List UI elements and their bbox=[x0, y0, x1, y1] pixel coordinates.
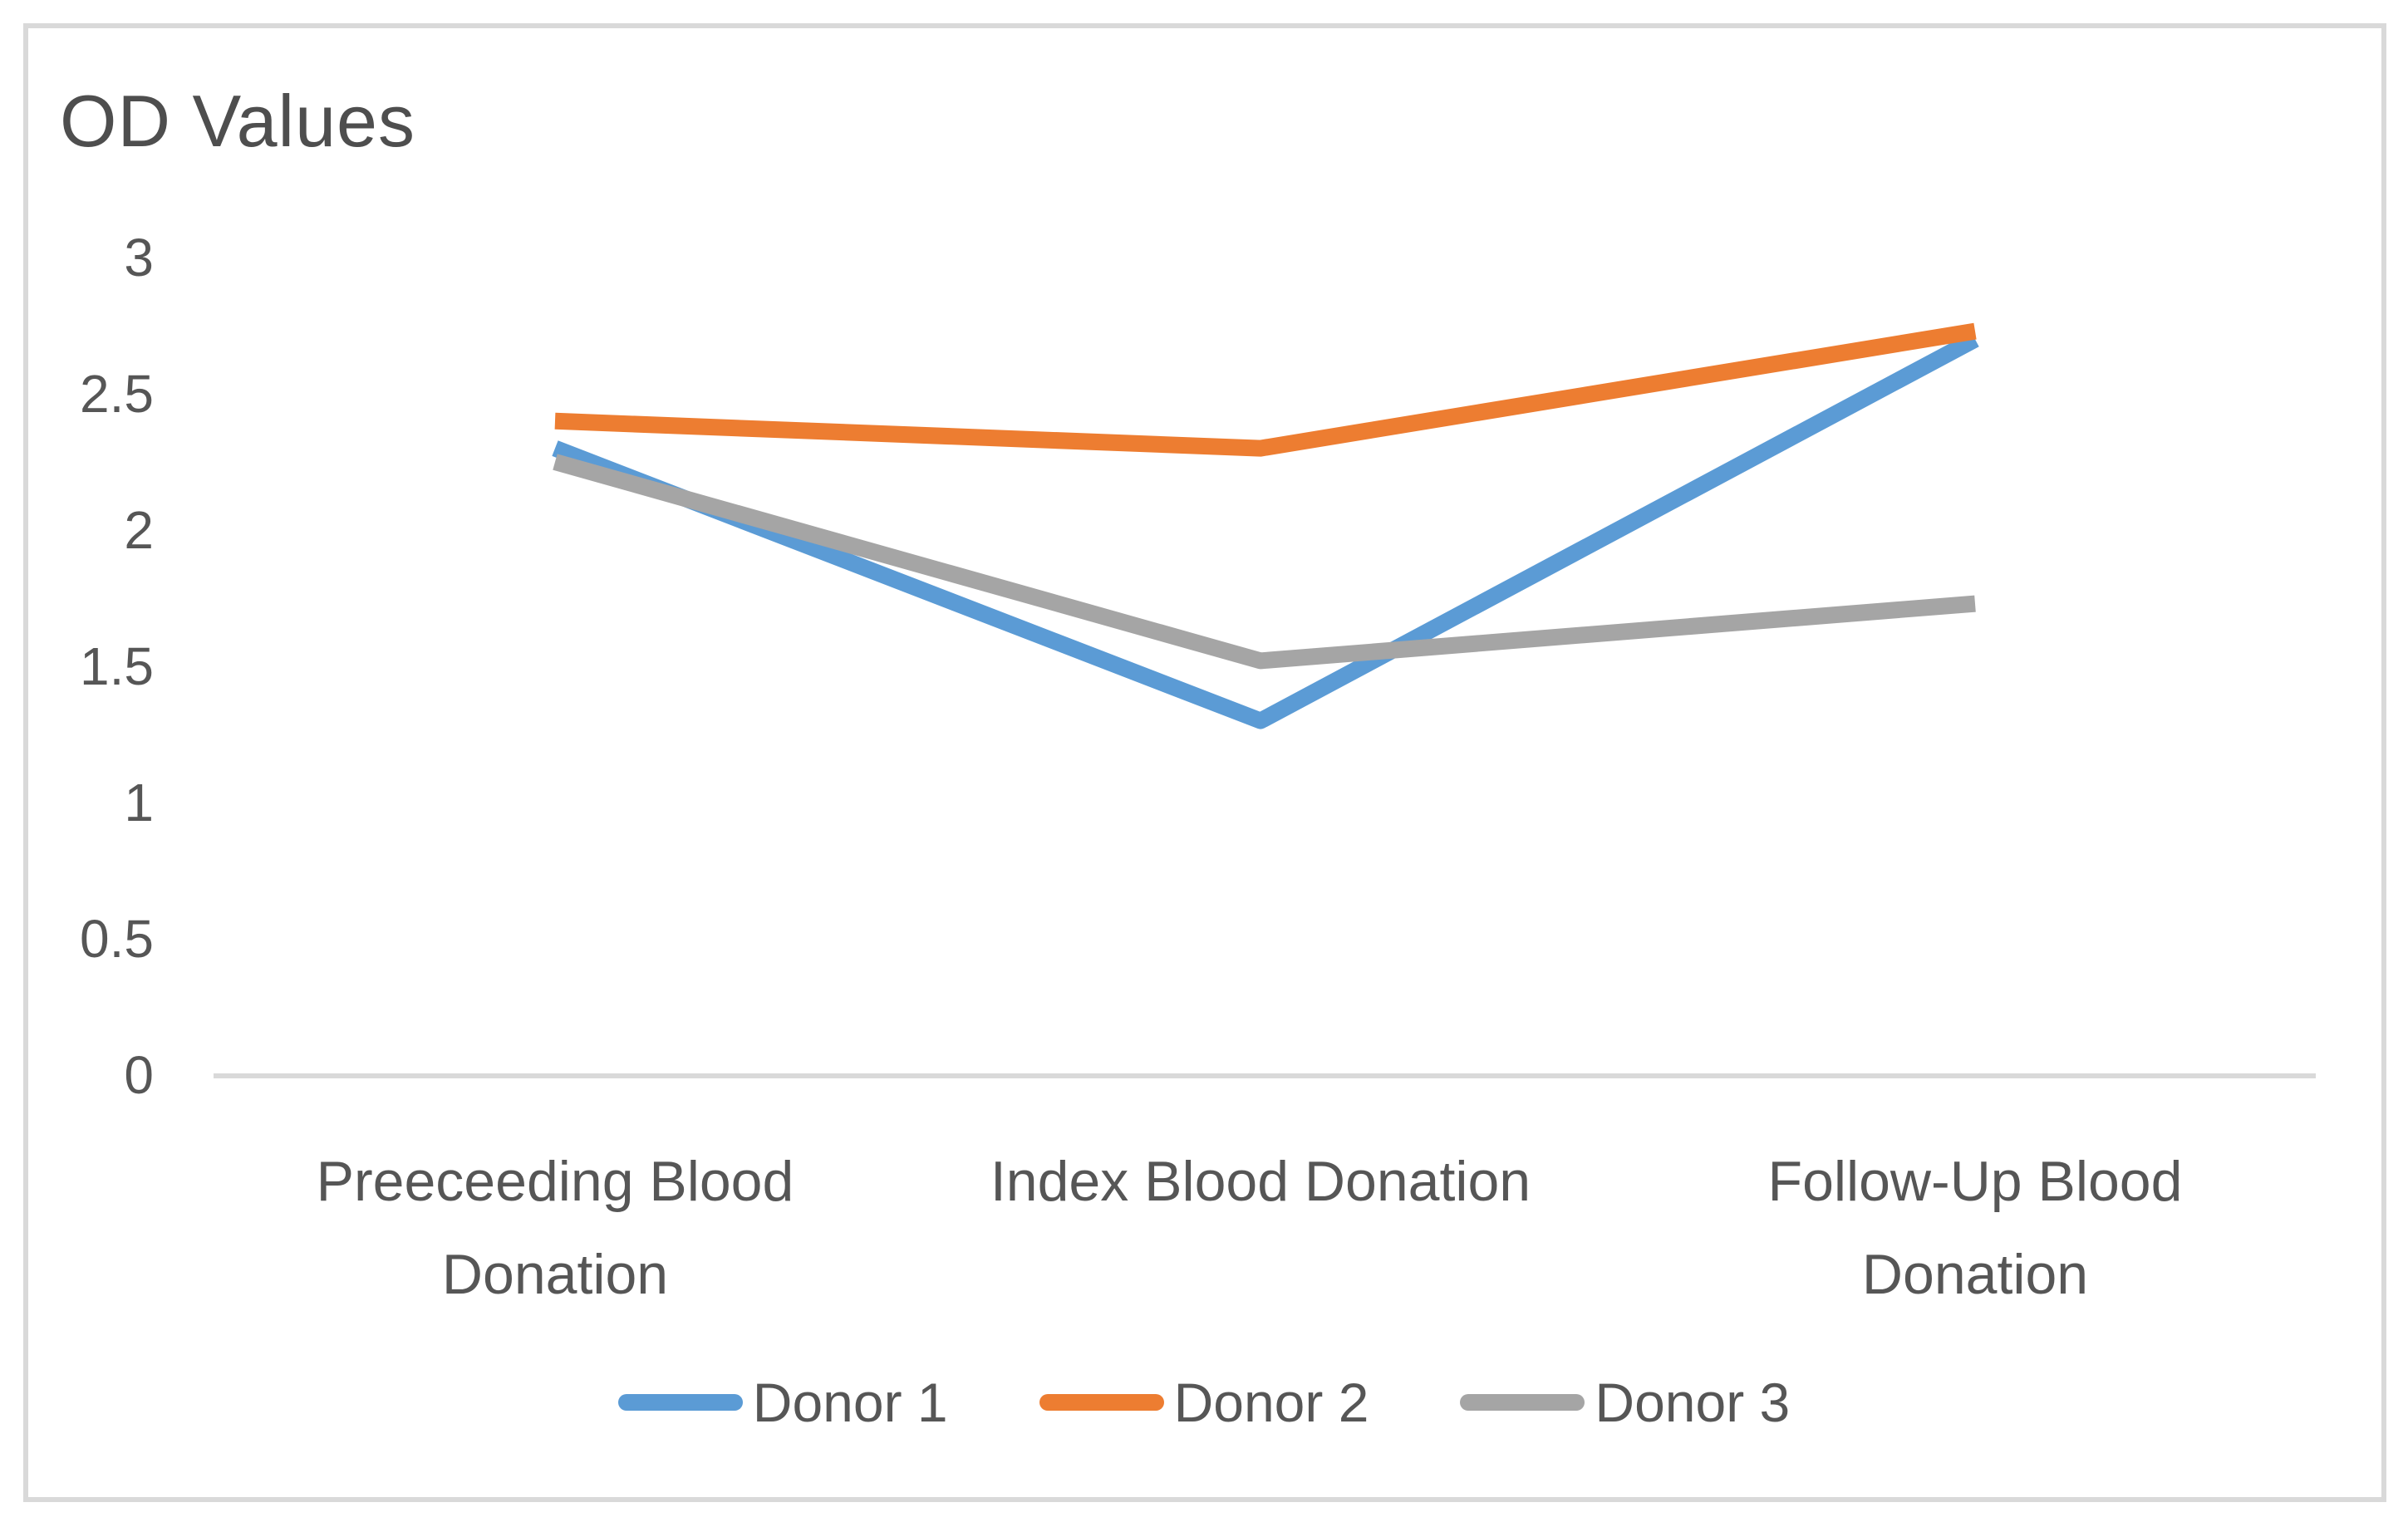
legend-item-donor-2: Donor 2 bbox=[1039, 1369, 1369, 1436]
chart-outer-border bbox=[23, 23, 2386, 1502]
donor-3-line bbox=[553, 454, 1976, 670]
y-tick-label: 2 bbox=[124, 500, 154, 560]
legend-label: Donor 3 bbox=[1595, 1372, 1791, 1433]
chart-title: OD Values bbox=[60, 80, 415, 162]
legend-label: Donor 2 bbox=[1173, 1372, 1369, 1433]
x-category-line1: Follow-Up Blood bbox=[1767, 1150, 2183, 1213]
donor-3-line-swatch-icon bbox=[1460, 1394, 1585, 1411]
y-tick-label: 1.5 bbox=[80, 636, 154, 696]
x-category-line1: Preeceeding Blood bbox=[316, 1150, 794, 1213]
legend-label: Donor 1 bbox=[752, 1372, 948, 1433]
x-category-label: Follow-Up Blood Donation bbox=[1518, 1135, 2408, 1321]
chart-legend: Donor 1 Donor 2 Donor 3 bbox=[0, 1369, 2408, 1436]
x-category-line2: Donation bbox=[441, 1243, 669, 1306]
donor-1-line bbox=[552, 331, 1979, 729]
y-tick-label: 0 bbox=[124, 1045, 154, 1105]
legend-item-donor-1: Donor 1 bbox=[617, 1369, 948, 1436]
x-category-label: Preeceeding Blood Donation bbox=[98, 1135, 1012, 1321]
y-tick-label: 3 bbox=[124, 228, 154, 287]
donor-1-line-swatch-icon bbox=[617, 1394, 743, 1411]
legend-item-donor-3: Donor 3 bbox=[1460, 1369, 1790, 1436]
x-category-line2: Donation bbox=[1861, 1243, 2089, 1306]
donor-2-line bbox=[554, 322, 1977, 457]
y-tick-label: 0.5 bbox=[80, 909, 154, 969]
donor-2-line-swatch-icon bbox=[1039, 1394, 1164, 1411]
x-category-line1: Index Blood Donation bbox=[990, 1150, 1531, 1213]
x-category-label: Index Blood Donation bbox=[803, 1135, 1718, 1321]
y-tick-label: 2.5 bbox=[80, 364, 154, 424]
y-tick-label: 1 bbox=[124, 773, 154, 832]
